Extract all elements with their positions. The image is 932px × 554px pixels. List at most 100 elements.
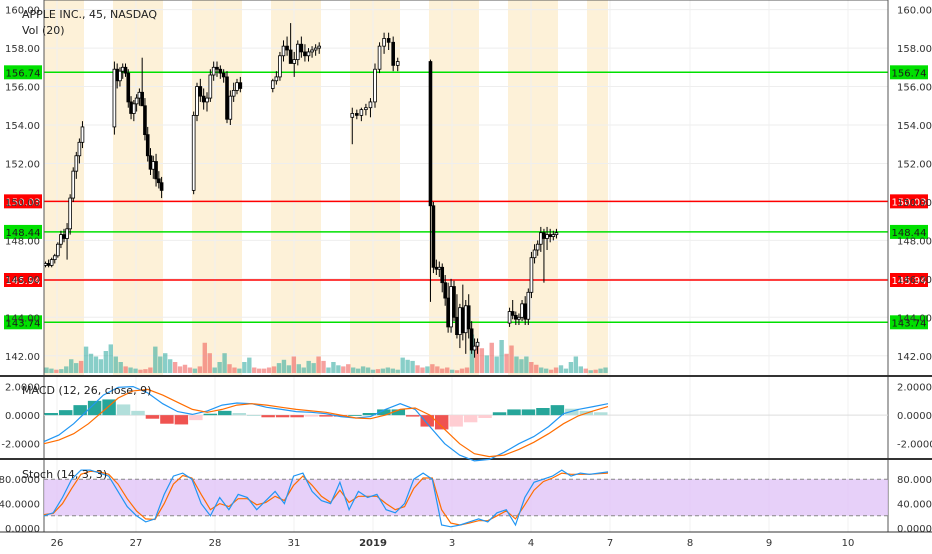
candle-body[interactable]: [437, 266, 442, 270]
candle-body[interactable]: [118, 70, 122, 82]
candle-body[interactable]: [235, 82, 239, 91]
candle-body[interactable]: [317, 45, 322, 49]
candle-body[interactable]: [391, 41, 395, 66]
candle-body[interactable]: [143, 105, 147, 136]
signal-line[interactable]: [43, 388, 609, 458]
candle-body[interactable]: [154, 161, 158, 180]
candle-body[interactable]: [62, 234, 66, 239]
candle-body[interactable]: [68, 197, 72, 230]
candle-body[interactable]: [431, 205, 436, 268]
candle-body[interactable]: [140, 91, 144, 107]
candle-body[interactable]: [469, 328, 474, 351]
candle-body[interactable]: [539, 232, 543, 245]
candle-body[interactable]: [132, 103, 136, 114]
candle-body[interactable]: [440, 266, 445, 284]
candle-body[interactable]: [211, 66, 216, 76]
candle-body[interactable]: [551, 234, 556, 237]
candle-body[interactable]: [56, 243, 60, 257]
candle-body[interactable]: [159, 182, 164, 191]
candle-body[interactable]: [507, 311, 512, 324]
candle-body[interactable]: [523, 303, 527, 320]
candle-body[interactable]: [80, 126, 85, 143]
candle-body[interactable]: [472, 345, 477, 351]
candle-body[interactable]: [71, 170, 76, 199]
candle-body[interactable]: [208, 74, 213, 99]
candle-body[interactable]: [466, 305, 471, 330]
candle-body[interactable]: [201, 95, 206, 103]
stoch-k-line[interactable]: [43, 469, 609, 528]
candle-body[interactable]: [221, 72, 226, 78]
candle-body[interactable]: [526, 291, 531, 320]
candle-body[interactable]: [238, 82, 243, 89]
candle-body[interactable]: [458, 307, 462, 336]
candle-body[interactable]: [395, 61, 400, 66]
candle-body[interactable]: [449, 286, 453, 328]
candle-body[interactable]: [446, 297, 450, 328]
candle-body[interactable]: [428, 61, 433, 207]
candle-body[interactable]: [545, 234, 549, 239]
candle-body[interactable]: [529, 257, 534, 293]
candle-body[interactable]: [134, 97, 139, 105]
candle-body[interactable]: [74, 155, 79, 172]
candle-body[interactable]: [191, 114, 196, 191]
candle-body[interactable]: [218, 68, 223, 74]
candle-body[interactable]: [517, 316, 521, 320]
candle-body[interactable]: [225, 76, 229, 120]
candle-body[interactable]: [554, 232, 559, 236]
candle-body[interactable]: [198, 86, 203, 97]
candle-body[interactable]: [373, 68, 377, 103]
candle-body[interactable]: [205, 97, 209, 103]
candle-body[interactable]: [532, 249, 537, 259]
time-axis[interactable]: 26 27 28 31 2019 3 4 7 8 9 10: [0, 531, 932, 549]
candle-body[interactable]: [77, 141, 82, 157]
candle-body[interactable]: [145, 134, 150, 157]
candle-body[interactable]: [49, 259, 54, 266]
candle-body[interactable]: [542, 232, 546, 239]
candle-body[interactable]: [59, 234, 63, 245]
candle-body[interactable]: [306, 51, 311, 57]
candle-body[interactable]: [520, 303, 524, 318]
candle-body[interactable]: [43, 263, 48, 266]
candle-body[interactable]: [443, 282, 447, 299]
candle-body[interactable]: [126, 72, 131, 103]
candle-body[interactable]: [434, 266, 439, 270]
candle-body[interactable]: [475, 341, 480, 347]
candle-body[interactable]: [461, 307, 465, 334]
stoch-pane[interactable]: [43, 469, 888, 528]
candle-body[interactable]: [285, 45, 289, 51]
candle-body[interactable]: [386, 38, 391, 43]
candle-body[interactable]: [195, 86, 199, 116]
candle-body[interactable]: [52, 255, 57, 261]
candle-body[interactable]: [514, 314, 518, 320]
candle-body[interactable]: [510, 311, 515, 316]
candle-body[interactable]: [157, 178, 161, 184]
candle-body[interactable]: [368, 101, 373, 109]
candle-body[interactable]: [548, 234, 552, 237]
candle-body[interactable]: [310, 49, 314, 53]
candle-body[interactable]: [270, 80, 275, 89]
candles[interactable]: [43, 23, 559, 358]
candle-body[interactable]: [350, 113, 355, 118]
candle-body[interactable]: [463, 305, 468, 334]
candle-body[interactable]: [295, 43, 300, 61]
candle-body[interactable]: [382, 38, 386, 47]
candle-body[interactable]: [278, 55, 282, 78]
candle-body[interactable]: [65, 228, 69, 239]
candle-body[interactable]: [215, 66, 219, 70]
candle-body[interactable]: [228, 95, 233, 120]
candle-body[interactable]: [292, 59, 297, 64]
right-price-axis[interactable]: 160.00 158.00 156.00 154.00 152.00 150.00 148.…: [897, 6, 932, 535]
candle-body[interactable]: [452, 286, 456, 318]
candle-body[interactable]: [535, 243, 540, 251]
candle-body[interactable]: [313, 47, 318, 51]
stoch-d-line[interactable]: [43, 470, 609, 526]
candle-body[interactable]: [112, 68, 117, 128]
candle-body[interactable]: [123, 66, 128, 74]
candle-body[interactable]: [355, 113, 359, 116]
horizontal-levels[interactable]: 156.74 156.74 150.03 150.03 148.44 148.44 145.…: [4, 65, 928, 330]
candle-body[interactable]: [288, 49, 293, 64]
candle-body[interactable]: [377, 45, 382, 70]
candle-body[interactable]: [281, 45, 286, 57]
candle-body[interactable]: [231, 89, 236, 97]
macd-pane[interactable]: [43, 385, 888, 462]
